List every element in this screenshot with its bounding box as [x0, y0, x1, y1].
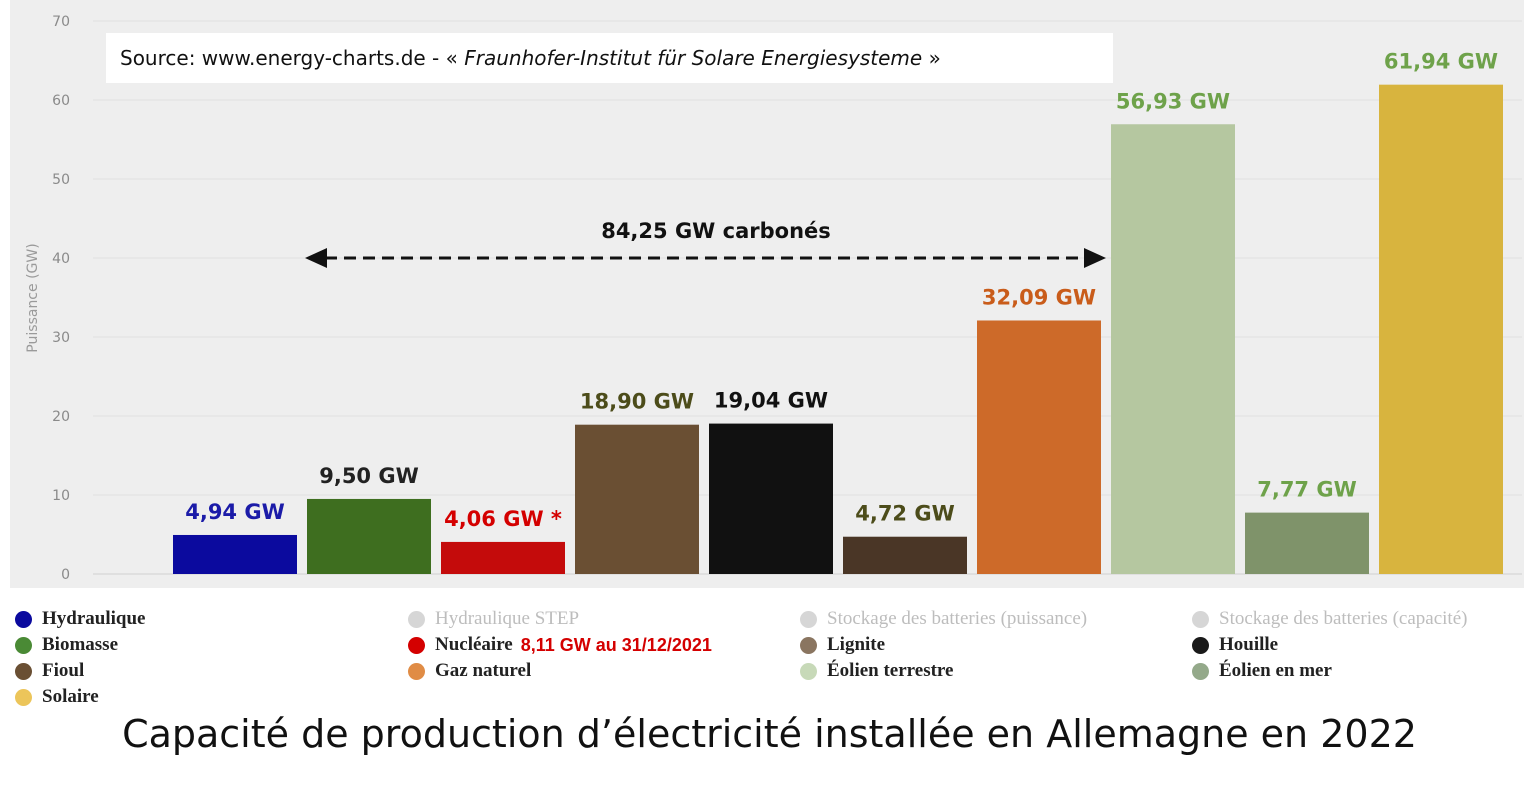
bar-hydraulique	[173, 534, 297, 574]
legend-dot-icon	[1192, 662, 1209, 680]
arrow-left-head	[305, 248, 327, 268]
legend-label: Biomasse	[42, 634, 118, 655]
value-label: 18,90 GW	[580, 390, 694, 414]
legend-label: Fioul	[42, 660, 85, 681]
legend-dot-icon	[800, 662, 817, 680]
value-label: 56,93 GW	[1116, 89, 1230, 113]
value-label: 4,06 GW *	[444, 507, 562, 531]
legend-dot-icon	[15, 662, 32, 680]
source-box: Source: www.energy-charts.de - « Fraunho…	[106, 33, 1113, 83]
y-tick-label: 60	[52, 93, 70, 109]
source-prefix: Source: www.energy-charts.de - «	[120, 46, 464, 70]
legend-item[interactable]: Éolien terrestre	[800, 660, 953, 682]
bars	[173, 84, 1503, 575]
legend-label: Hydraulique	[42, 608, 146, 629]
legend-item[interactable]: Hydraulique STEP	[408, 608, 579, 630]
legend-dot-icon	[1192, 636, 1209, 654]
value-label: 19,04 GW	[714, 389, 828, 413]
source-box-background	[106, 33, 1113, 83]
legend-item[interactable]: Fioul	[15, 660, 84, 682]
annotation-label: 84,25 GW carbonés	[601, 219, 831, 243]
legend-label: Solaire	[42, 686, 99, 707]
y-tick-label: 70	[52, 14, 70, 30]
bar-solaire	[1379, 84, 1503, 574]
bar-fioul	[575, 424, 699, 574]
arrow-right-head	[1084, 248, 1106, 268]
legend-label: Éolien terrestre	[827, 660, 954, 681]
source-text: Source: www.energy-charts.de - « Fraunho…	[120, 46, 941, 70]
bar-lignite	[843, 536, 967, 574]
value-label: 32,09 GW	[982, 285, 1096, 309]
source-italic: Fraunhofer-Institut für Solare Energiesy…	[464, 46, 922, 70]
legend-dot-icon	[408, 636, 425, 654]
legend-label: Hydraulique STEP	[435, 608, 580, 629]
bar-houille	[709, 423, 833, 574]
legend-note: 8,11 GW au 31/12/2021	[520, 634, 712, 655]
y-axis-ticks: 0 10 20 30 40 50 60 70	[52, 14, 70, 583]
legend-item[interactable]: Lignite	[800, 634, 885, 656]
y-axis-label: Puissance (GW)	[25, 243, 41, 352]
legend-label: Houille	[1219, 634, 1279, 655]
y-tick-label: 50	[52, 172, 70, 188]
legend-item[interactable]: Éolien en mer	[1192, 660, 1332, 682]
value-label: 9,50 GW	[319, 464, 419, 488]
legend-dot-icon	[408, 662, 425, 680]
legend-dot-icon	[15, 688, 32, 706]
value-labels: 4,94 GW 9,50 GW 4,06 GW * 18,90 GW 19,04 GW 4…	[185, 50, 1498, 531]
value-label: 61,94 GW	[1384, 50, 1498, 74]
source-suffix: »	[922, 46, 941, 70]
legend-dot-icon	[800, 610, 817, 628]
bar-nucl-aire	[441, 541, 565, 574]
legend-item[interactable]: Biomasse	[15, 634, 118, 656]
legend-label: Nucléaire	[435, 634, 513, 655]
value-label: 4,94 GW	[185, 500, 285, 524]
legend-item[interactable]: Stockage des batteries (puissance)	[800, 608, 1087, 630]
bar--olien-en-mer	[1245, 512, 1369, 574]
figure-caption: Capacité de production d’électricité ins…	[122, 712, 1417, 756]
legend-dot-icon	[800, 636, 817, 654]
y-tick-label: 30	[52, 330, 70, 346]
y-tick-label: 0	[61, 567, 70, 583]
legend-item[interactable]: Hydraulique	[15, 608, 145, 630]
value-label: 7,77 GW	[1257, 478, 1357, 502]
y-tick-label: 40	[52, 251, 70, 267]
bar-gaz-naturel	[977, 320, 1101, 574]
value-label: 4,72 GW	[855, 502, 955, 526]
bar--olien-terrestre	[1111, 124, 1235, 575]
legend-dot-icon	[1192, 610, 1209, 628]
legend-item[interactable]: Nucléaire 8,11 GW au 31/12/2021	[408, 634, 712, 656]
bar-chart: 0 10 20 30 40 50 60 70 Puissance (GW) 4,94 GW 9,…	[10, 0, 1524, 588]
legend-label: Stockage des batteries (capacité)	[1219, 608, 1468, 629]
carbon-annotation: 84,25 GW carbonés	[305, 219, 1106, 268]
legend-item[interactable]: Stockage des batteries (capacité)	[1192, 608, 1467, 630]
legend-dot-icon	[408, 610, 425, 628]
bar-biomasse	[307, 498, 431, 574]
y-tick-label: 20	[52, 409, 70, 425]
legend-label: Éolien en mer	[1219, 660, 1332, 681]
legend-item[interactable]: Houille	[1192, 634, 1278, 656]
legend-dot-icon	[15, 610, 32, 628]
legend-label: Stockage des batteries (puissance)	[827, 608, 1088, 629]
legend-item[interactable]: Gaz naturel	[408, 660, 531, 682]
y-tick-label: 10	[52, 488, 70, 504]
legend: Hydraulique Hydraulique STEP Stockage des …	[0, 600, 1539, 712]
legend-item[interactable]: Solaire	[15, 686, 99, 708]
legend-label: Lignite	[827, 634, 886, 655]
legend-label: Gaz naturel	[435, 660, 532, 681]
legend-dot-icon	[15, 636, 32, 654]
